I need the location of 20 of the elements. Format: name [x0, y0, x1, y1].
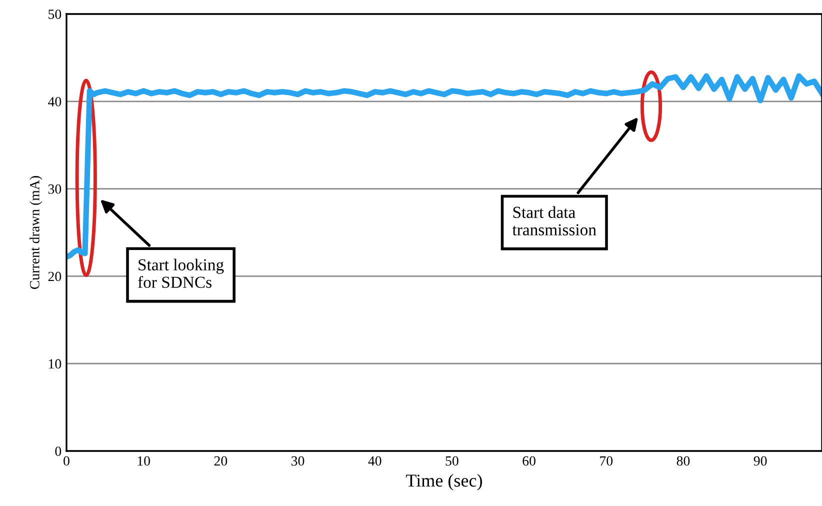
x-tick-label: 70	[600, 456, 613, 466]
x-tick-label: 10	[138, 456, 150, 466]
x-tick-label: 40	[368, 456, 382, 466]
annotation: Start data transmission	[512, 206, 596, 236]
x-tick-label: 60	[522, 456, 536, 466]
x-tick-label: 50	[446, 456, 458, 466]
y-tick-label: 0	[55, 446, 62, 456]
y-tick-label: 10	[48, 359, 62, 369]
x-tick-label: 20	[214, 456, 228, 466]
x-tick-label: 0	[64, 456, 70, 466]
y-axis-title: Current drawn (mA)	[30, 176, 42, 290]
x-tick-label: 30	[291, 456, 304, 466]
y-tick-label: 50	[48, 10, 62, 19]
y-tick-label: 40	[48, 96, 62, 106]
x-tick-label: 80	[676, 456, 690, 466]
x-tick-label: 90	[754, 456, 767, 466]
y-tick-label: 30	[48, 184, 62, 194]
x-axis-title: Time (sec)	[406, 474, 482, 490]
y-tick-label: 20	[48, 272, 62, 282]
annotation: Start looking for SDNCs	[138, 258, 224, 288]
